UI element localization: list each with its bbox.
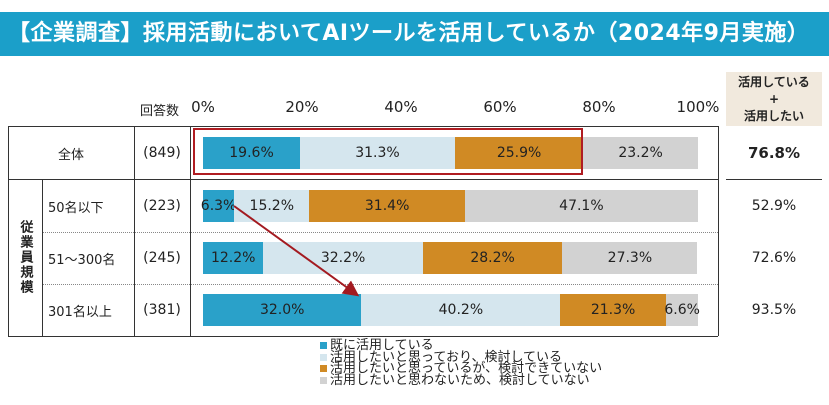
bar-segment: 19.6% [203,137,301,169]
bar-segment: 32.0% [203,294,362,326]
x-tick-label: 100% [676,98,720,116]
x-tick-label: 40% [384,98,418,116]
chart-title: 【企業調査】採用活動においてAIツールを活用しているか（2024年9月実施） [0,12,829,56]
bar-segment: 15.2% [234,190,310,222]
data-label: 27.3% [607,250,653,266]
response-count: (849) [143,145,181,161]
data-label: 23.2% [618,145,663,161]
category-label: 50名以下 [48,200,104,216]
x-tick-label: 20% [285,98,319,116]
row-divider [42,232,718,233]
legend-label: 活用したいと思っており、検討している [330,349,563,365]
bar-segment: 31.3% [300,137,455,169]
category-label: 51～300名 [48,252,116,268]
legend-label: 既に活用している [330,338,434,353]
legend-swatch [320,353,327,361]
total-header-plus: + [768,92,780,106]
data-label: 32.0% [259,302,305,318]
group-label: 従業員規模 [8,185,42,330]
total-header-line1: 活用している [738,75,810,89]
bar-segment: 27.3% [562,242,698,274]
legend-item: 活用したいと思わないため、検討していない [320,372,602,388]
response-count: (245) [143,250,181,266]
legend-label: 活用したいと思っているが、検討できていない [330,361,603,376]
legend-label: 活用したいと思わないため、検討していない [330,372,590,388]
legend-item: 活用したいと思っており、検討している [320,349,602,365]
legend-swatch [320,342,327,350]
x-tick-label: 60% [483,98,517,116]
count-header: 回答数 [140,104,180,119]
bar-segment: 40.2% [361,294,561,326]
total-header-line2: 活用したい [743,109,804,123]
bar-segment: 12.2% [203,242,264,274]
total-value: 93.5% [751,302,797,318]
table-divider [134,126,135,336]
legend-item: 既に活用している [320,338,602,353]
bar-segment: 31.4% [309,190,465,222]
category-label: 301名以上 [48,304,112,320]
data-label: 12.2% [210,250,256,266]
response-count: (223) [143,198,181,214]
data-label: 15.2% [249,198,295,214]
data-label: 19.6% [229,145,274,161]
bar-segment: 6.6% [664,294,700,326]
legend-item: 活用したいと思っているが、検討できていない [320,361,603,376]
data-label: 6.6% [664,302,700,318]
table-border-left [8,126,9,336]
table-border-right [718,126,719,336]
data-label: 32.2% [320,250,366,266]
table-divider [190,126,191,336]
total-header: 活用している + 活用したい [726,72,822,126]
response-count: (381) [143,302,181,318]
legend-swatch [320,365,327,373]
bar-segment: 47.1% [464,190,698,222]
group-label-text: 従業員規模 [17,220,33,295]
highlight-box [193,128,583,175]
data-label: 25.9% [496,145,542,161]
total-divider [726,179,822,180]
table-border-bottom [8,336,718,337]
data-label: 6.3% [200,198,237,214]
legend-swatch [320,376,327,384]
table-divider [8,179,718,180]
bar-segment: 6.3% [200,190,237,222]
legend: 既に活用している 活用したいと思っており、検討している 活用したいと思っているが、検… [320,338,603,388]
table-divider [42,179,43,336]
data-label: 21.3% [590,302,636,318]
bar-segment: 23.2% [583,137,698,169]
total-value: 52.9% [751,198,797,214]
data-label: 28.2% [470,250,515,266]
category-label: 全体 [57,147,84,163]
data-label: 31.4% [364,198,410,214]
bar-segment: 21.3% [560,294,666,326]
total-value: 76.8% [747,144,801,162]
total-value: 72.6% [751,250,797,266]
x-tick-label: 80% [582,98,616,116]
row-divider [42,284,718,285]
data-label: 47.1% [559,198,604,214]
bar-segment: 28.2% [422,242,563,274]
arrow-line [233,205,360,297]
x-tick-label: 0% [191,98,215,116]
data-label: 40.2% [438,302,484,318]
data-label: 31.3% [355,145,400,161]
bar-segment: 25.9% [454,137,584,169]
table-border-top [8,126,718,127]
